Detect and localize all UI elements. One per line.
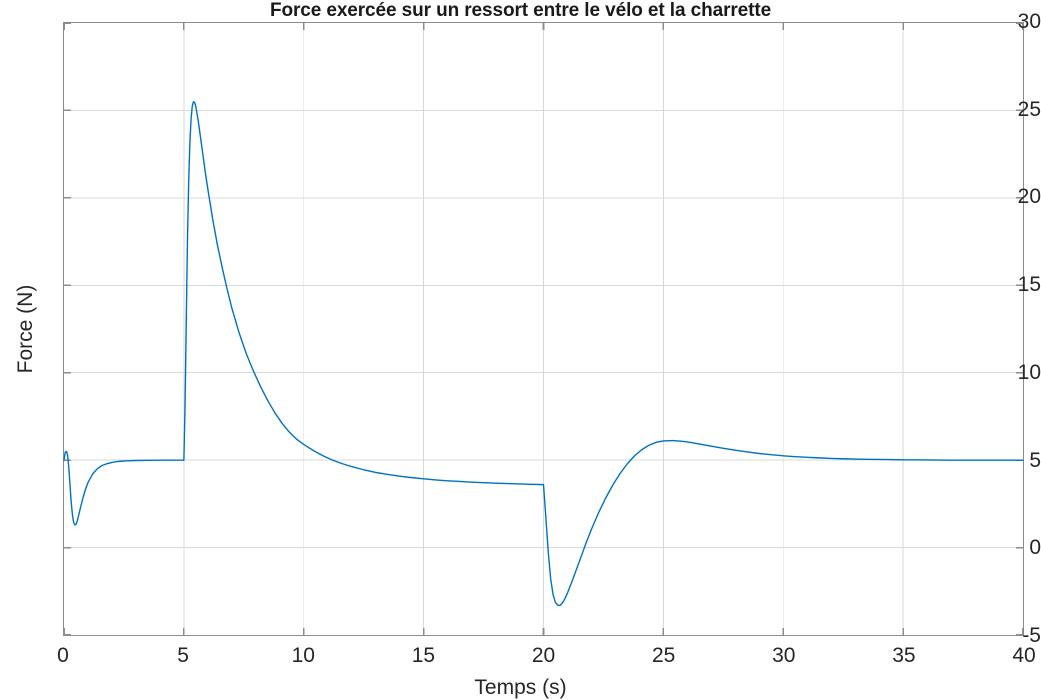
x-tick-label: 20 [531,644,556,667]
chart-title: Force exercée sur un ressort entre le vé… [269,0,772,21]
tick-marks [63,22,1024,636]
x-tick-label: 35 [892,644,916,667]
y-axis-label: Force (N) [14,284,37,374]
x-tick-label: 5 [177,644,189,667]
x-tick-label: 25 [651,644,676,667]
x-tick-label: 30 [772,644,796,667]
x-tick-label: 10 [291,644,315,667]
x-tick-label: 0 [57,644,69,667]
x-tick-label: 40 [1012,644,1036,667]
x-tick-label: 15 [411,644,436,667]
plot-area [63,22,1024,636]
data-series-force [63,100,1024,606]
series-line-force [63,100,1024,606]
x-axis-label: Temps (s) [474,676,567,699]
gridlines [64,23,1023,635]
